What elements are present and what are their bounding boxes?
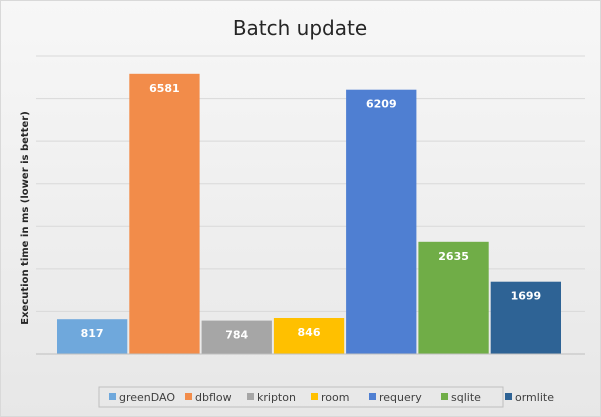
legend-label-dbflow: dbflow [195,391,232,404]
legend: greenDAO dbflow kripton room requery sqlite or… [98,386,554,408]
bar-dbflow [129,73,200,355]
data-label-ormlite: 1699 [511,290,542,303]
bar-ormlite [490,281,561,354]
legend-label-room: room [321,391,349,404]
bar-sqlite [418,241,489,354]
data-label-room: 846 [298,326,321,339]
bar-greendao [57,319,128,354]
data-label-requery: 6209 [366,98,397,111]
chart-title: Batch update [233,16,367,40]
bars: 817 6581 784 846 6209 2635 1699 [57,73,561,355]
gridlines [36,55,585,312]
legend-swatch-room [311,393,318,400]
legend-swatch-requery [369,393,376,400]
bar-room [273,318,345,354]
legend-swatch-ormlite [505,393,512,400]
legend-label-sqlite: sqlite [451,391,481,404]
legend-label-requery: requery [379,391,422,404]
legend-border [98,386,504,408]
legend-swatch-dbflow [185,393,192,400]
bar-requery [346,89,417,354]
data-label-kripton: 784 [225,329,248,342]
legend-label-ormlite: ormlite [515,391,554,404]
legend-label-kripton: kripton [257,391,296,404]
data-label-sqlite: 2635 [438,250,469,263]
legend-label-greendao: greenDAO [119,391,175,404]
bar-kripton [201,320,272,354]
data-label-greendao: 817 [81,327,104,340]
legend-swatch-kripton [247,393,254,400]
legend-swatch-greendao [109,393,116,400]
y-axis-label: Execution time in ms (lower is better) [20,111,31,325]
legend-swatch-sqlite [441,393,448,400]
data-label-dbflow: 6581 [149,82,180,95]
